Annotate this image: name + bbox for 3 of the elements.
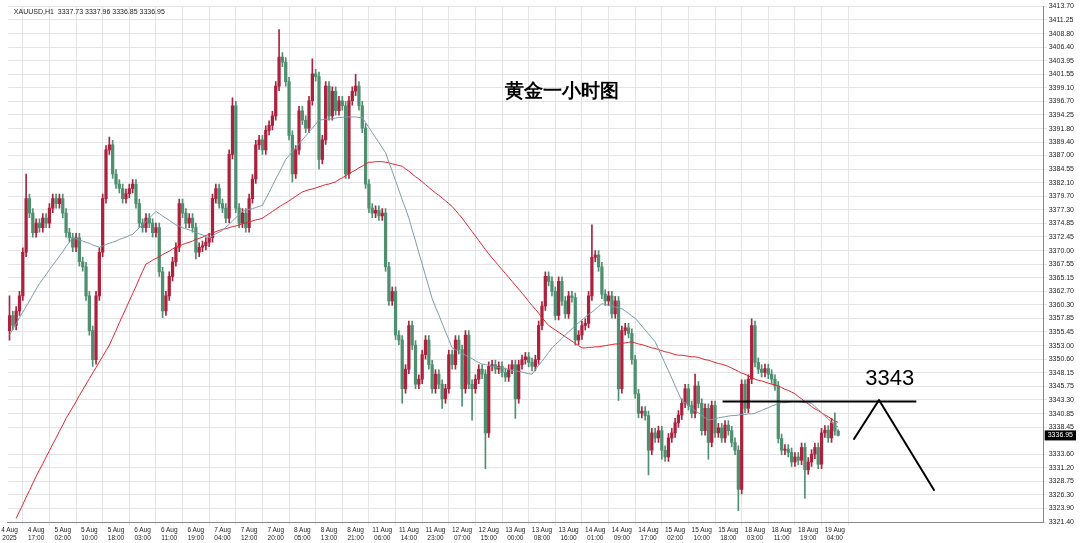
candlestick (783, 444, 787, 456)
ref-line-label: 3343 (865, 364, 915, 390)
text: 黄金一小时图 (504, 80, 620, 102)
